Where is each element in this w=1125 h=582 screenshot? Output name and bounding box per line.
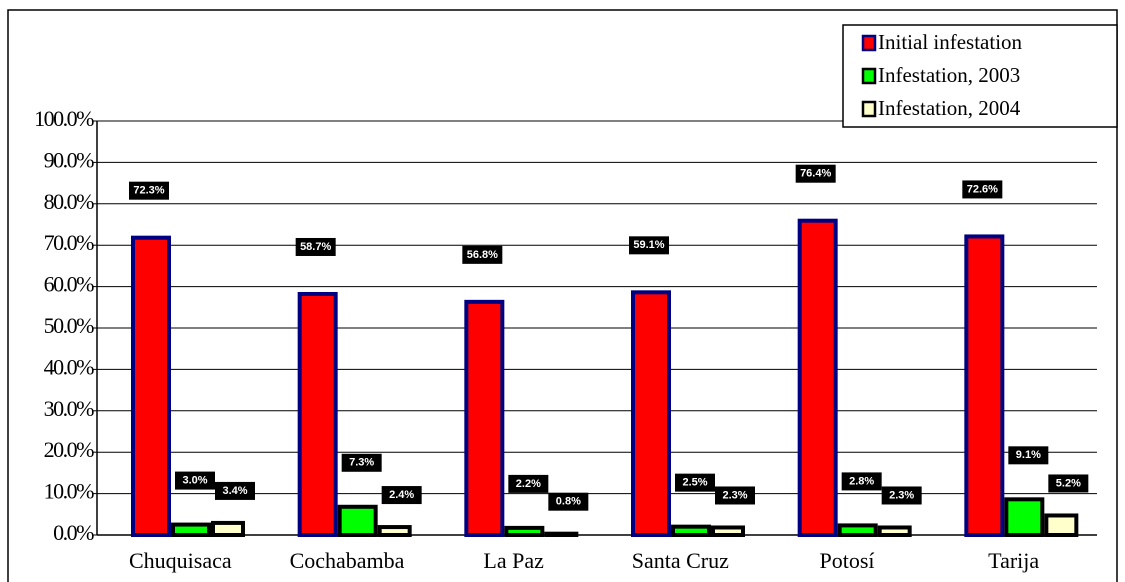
data-label-bg (881, 486, 922, 505)
bar (377, 525, 412, 538)
x-tick-label: Santa Cruz (632, 548, 729, 573)
data-label-bg (462, 245, 503, 264)
bar (711, 525, 745, 538)
y-tick-label: 20.0% (44, 437, 95, 462)
legend-swatch (861, 100, 877, 118)
legend-label: Infestation, 2003 (878, 63, 1020, 87)
data-label: 2.3% (722, 489, 747, 501)
legend-box (842, 24, 1118, 128)
bar (171, 522, 211, 538)
data-label-bg (215, 481, 255, 500)
bar (964, 234, 1005, 537)
y-tick-label: 0.0% (53, 520, 94, 545)
data-label: 3.4% (222, 485, 247, 497)
legend-label: Infestation, 2004 (878, 96, 1021, 120)
y-tick-label: 50.0% (44, 313, 95, 338)
bar (544, 531, 579, 537)
bar (211, 520, 245, 538)
data-label: 72.6% (967, 183, 998, 195)
y-tick-label: 100.0% (34, 106, 94, 131)
bar (797, 218, 838, 537)
data-label: 72.3% (133, 185, 164, 197)
data-label-bg (675, 473, 715, 492)
data-label: 2.2% (516, 478, 541, 490)
data-label: 7.3% (349, 457, 374, 469)
bar (297, 291, 338, 537)
bar (877, 525, 912, 538)
bar (671, 524, 711, 538)
y-tick-label: 80.0% (44, 189, 95, 214)
data-label-bg (1008, 446, 1049, 465)
data-label: 2.3% (889, 489, 914, 501)
y-tick-label: 30.0% (44, 396, 95, 421)
data-label: 5.2% (1056, 477, 1081, 489)
data-label: 3.0% (182, 474, 207, 486)
bar (131, 235, 171, 537)
y-tick-label: 40.0% (44, 354, 95, 379)
data-label-bg (1048, 474, 1089, 493)
data-label-bg (715, 486, 755, 505)
data-label: 58.7% (300, 241, 331, 253)
legend-label: Initial infestation (878, 30, 1023, 54)
legend-swatch (861, 67, 877, 85)
data-label: 9.1% (1016, 449, 1041, 461)
bar (631, 290, 671, 537)
x-tick-label: Tarija (988, 548, 1039, 573)
bar (1044, 513, 1079, 537)
x-tick-label: Potosí (819, 548, 874, 573)
x-tick-label: La Paz (483, 548, 544, 573)
data-label: 2.4% (389, 489, 414, 501)
bar (1004, 497, 1045, 537)
data-label: 59.1% (633, 239, 664, 251)
data-label-bg (795, 164, 836, 183)
y-tick-label: 70.0% (44, 230, 95, 255)
bar (337, 504, 378, 538)
legend-swatch (861, 34, 877, 52)
bar (837, 523, 878, 538)
data-label: 2.8% (849, 475, 874, 487)
data-label-bg (175, 471, 215, 490)
data-label: 0.8% (556, 496, 581, 508)
y-tick-label: 60.0% (44, 272, 95, 297)
data-label-bg (962, 180, 1003, 199)
data-label: 2.5% (682, 477, 707, 489)
y-tick-label: 90.0% (44, 147, 95, 172)
y-tick-label: 10.0% (44, 479, 95, 504)
data-label-bg (841, 472, 882, 491)
bar (504, 525, 545, 538)
data-label-bg (341, 453, 382, 472)
bar (464, 299, 505, 537)
data-label-bg (629, 236, 669, 255)
x-tick-label: Cochabamba (290, 548, 405, 573)
data-label-bg (381, 486, 422, 505)
data-label: 56.8% (467, 249, 498, 261)
data-label-bg (548, 492, 589, 511)
data-label-bg (508, 474, 549, 493)
data-label-bg (295, 237, 336, 256)
data-label: 76.4% (800, 168, 831, 180)
data-label-bg (129, 181, 169, 200)
x-tick-label: Chuquisaca (129, 548, 232, 573)
